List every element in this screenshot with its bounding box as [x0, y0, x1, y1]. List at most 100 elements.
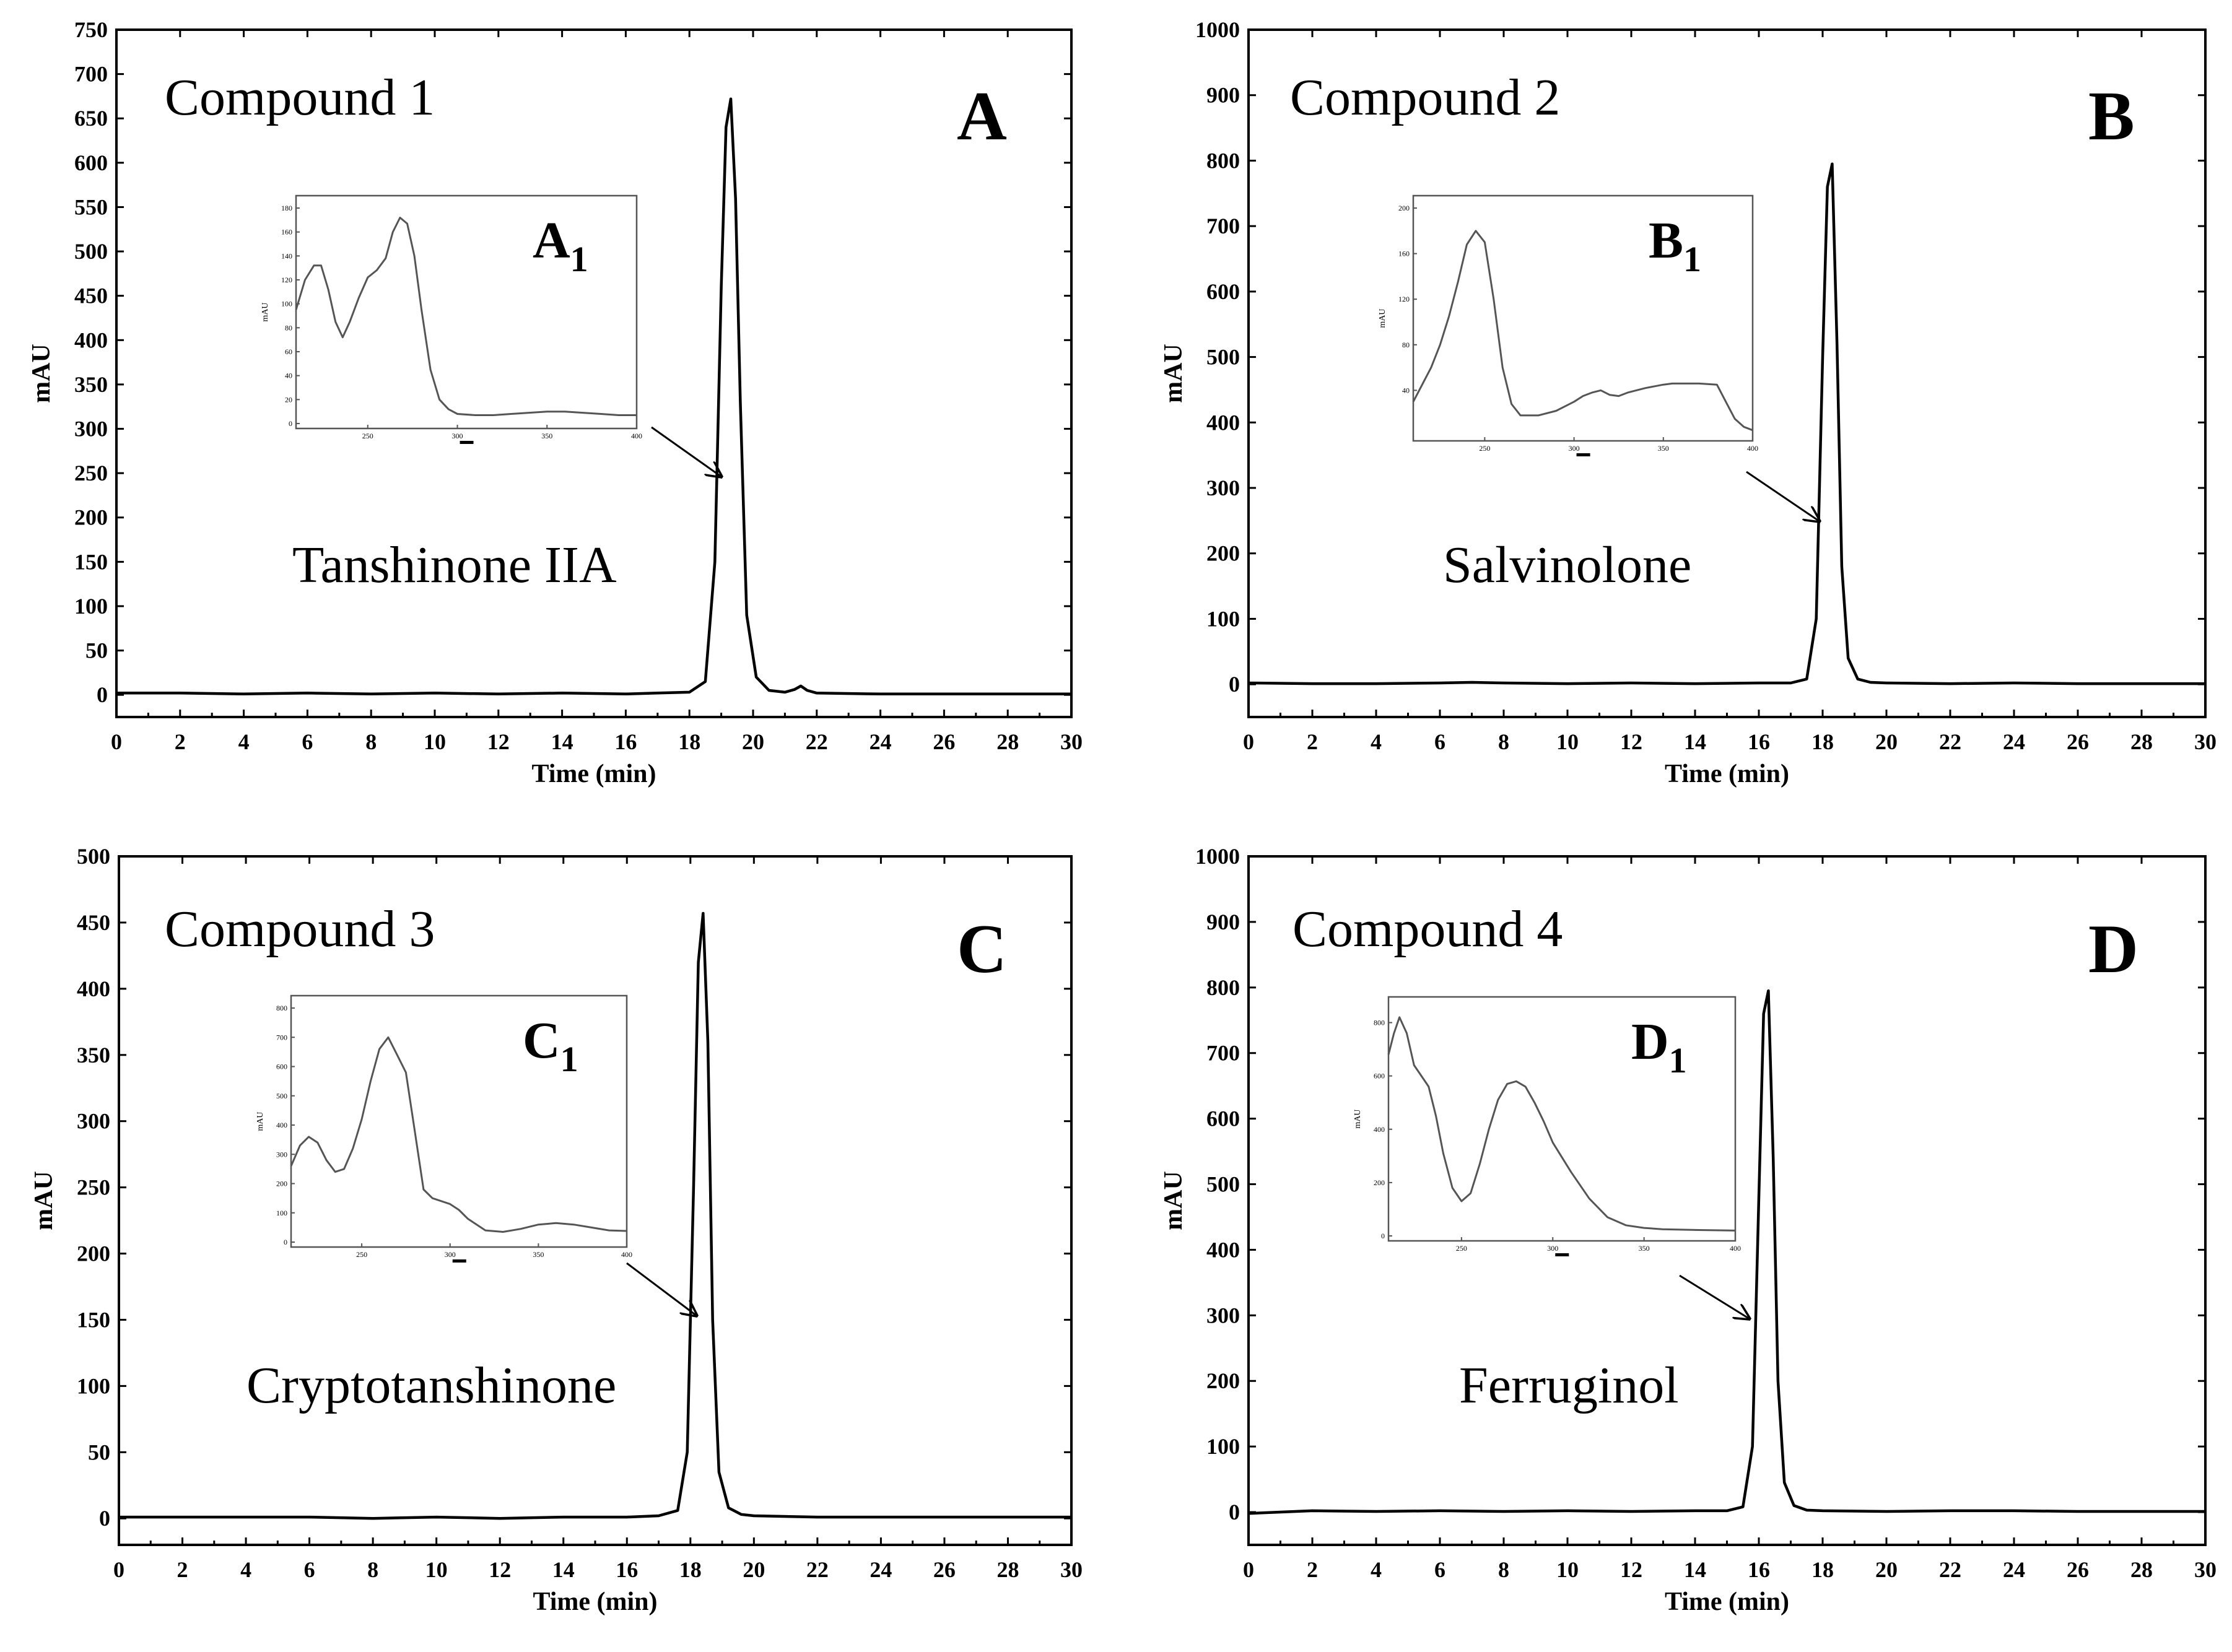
x-tick-label: 12	[1620, 1557, 1642, 1582]
peak-arrow	[1746, 471, 1820, 521]
x-tick-label: 26	[2067, 729, 2089, 754]
inset-x-tick-label: 400	[631, 432, 642, 440]
panel-letter: B	[2088, 78, 2135, 155]
peak-arrow	[651, 426, 721, 477]
inset-x-tick-label: 300	[1569, 444, 1580, 453]
compound-label: Compound 4	[1293, 900, 1563, 958]
y-tick-label: 700	[1206, 1041, 1240, 1066]
y-tick-label: 700	[1206, 214, 1240, 238]
inset-x-tick-label: 300	[445, 1250, 456, 1259]
y-tick-label: 1000	[1195, 17, 1240, 42]
y-tick-label: 200	[1206, 1368, 1240, 1393]
y-tick-label: 450	[74, 284, 108, 308]
y-tick-label: 100	[1206, 606, 1240, 631]
y-axis-title: mAU	[30, 1171, 58, 1230]
chromatogram-trace	[1248, 989, 2205, 1515]
x-tick-label: 2	[175, 729, 186, 754]
inset-y-tick-label: 140	[281, 251, 292, 260]
inset-y-tick-label: 100	[276, 1209, 287, 1217]
y-tick-label: 50	[88, 1440, 110, 1464]
peak-label: Cryptotanshinone	[246, 1357, 616, 1414]
inset-y-tick-label: 0	[284, 1238, 287, 1246]
inset-y-tick-label: 0	[289, 419, 292, 428]
inset-frame	[1412, 194, 1754, 442]
inset-x-tick-label: 350	[1658, 444, 1669, 453]
inset-uv-spectrum: 250 300 350 400 0 100 200 300 400 500 600 700 800 mAU…	[256, 994, 632, 1263]
x-tick-label: 0	[111, 729, 122, 754]
x-tick-label: 8	[367, 1557, 378, 1582]
y-tick-label: 250	[74, 461, 108, 485]
inset-uv-spectrum: 250 300 350 400 0 200 400 600 800 mAU D1	[1353, 996, 1741, 1256]
inset-x-tick-label: 400	[1747, 444, 1758, 453]
peak-label: Salvinolone	[1443, 536, 1691, 594]
x-tick-label: 10	[425, 1557, 448, 1582]
y-tick-label: 600	[1206, 279, 1240, 304]
x-tick-label: 14	[551, 729, 573, 754]
inset-y-tick-label: 120	[281, 276, 292, 284]
inset-label-subscript: 1	[1683, 239, 1701, 279]
y-tick-label: 100	[74, 594, 108, 619]
x-tick-label: 4	[1371, 1557, 1382, 1582]
inset-y-tick-label: 20	[285, 395, 292, 404]
y-tick-label: 900	[1206, 83, 1240, 108]
x-axis-title: Time (min)	[1665, 760, 1789, 788]
x-tick-label: 30	[2194, 729, 2217, 754]
y-tick-label: 350	[74, 372, 108, 397]
panel-d: 0 2 4 6 8 10 12 14 16 18 20 22 24 26 28 300100200300400…	[1159, 844, 2217, 1616]
x-tick-label: 28	[2130, 729, 2153, 754]
x-tick-label: 14	[1684, 729, 1706, 754]
inset-y-tick-label: 100	[281, 300, 292, 308]
y-tick-label: 400	[77, 976, 110, 1001]
y-tick-label: 50	[85, 638, 108, 663]
x-tick-label: 2	[177, 1557, 188, 1582]
y-tick-label: 750	[74, 17, 108, 42]
compound-label: Compound 2	[1290, 69, 1560, 126]
x-tick-label: 4	[1371, 729, 1382, 754]
inset-x-tick-label: 250	[1456, 1244, 1467, 1253]
x-tick-label: 6	[1434, 1557, 1445, 1582]
x-tick-label: 22	[806, 1557, 829, 1582]
inset-label-subscript: 1	[570, 239, 588, 279]
y-tick-label: 200	[77, 1241, 110, 1266]
inset-label: A1	[533, 212, 588, 279]
inset-axis-mark	[452, 1259, 466, 1263]
y-tick-label: 800	[1206, 975, 1240, 1000]
x-tick-label: 28	[996, 729, 1019, 754]
x-tick-label: 30	[2194, 1557, 2217, 1582]
x-tick-label: 18	[1811, 729, 1834, 754]
x-tick-label: 4	[240, 1557, 251, 1582]
x-tick-label: 26	[2067, 1557, 2089, 1582]
x-tick-label: 20	[1875, 729, 1898, 754]
inset-y-tick-label: 500	[276, 1092, 287, 1100]
x-tick-label: 4	[238, 729, 250, 754]
inset-x-tick-label: 250	[362, 432, 373, 440]
y-tick-label: 400	[74, 328, 108, 352]
peak-arrow	[626, 1262, 697, 1316]
x-tick-label: 18	[1811, 1557, 1834, 1582]
x-tick-label: 24	[2003, 1557, 2025, 1582]
x-tick-label: 6	[1434, 729, 1445, 754]
inset-label-subscript: 1	[1669, 1040, 1687, 1080]
x-axis-title: Time (min)	[533, 1588, 657, 1616]
y-tick-label: 0	[1229, 672, 1240, 697]
x-tick-label: 12	[1620, 729, 1642, 754]
y-tick-label: 100	[1206, 1434, 1240, 1459]
x-tick-label: 12	[487, 729, 510, 754]
y-tick-label: 0	[99, 1506, 110, 1531]
inset-y-tick-label: 400	[276, 1121, 287, 1129]
inset-y-tick-label: 0	[1381, 1232, 1385, 1240]
y-tick-label: 350	[77, 1043, 110, 1067]
inset-y-tick-label: 800	[1374, 1019, 1385, 1027]
inset-uv-spectrum: 250 300 350 400 0 20 40 60 80 100 120 140 160 180 mAU A…	[261, 194, 642, 444]
y-tick-label: 300	[74, 417, 108, 441]
inset-spectrum-trace	[1387, 1016, 1736, 1232]
y-tick-label: 0	[97, 682, 108, 707]
inset-x-tick-label: 350	[533, 1250, 544, 1259]
inset-y-tick-label: 120	[1398, 295, 1410, 303]
y-tick-label: 300	[77, 1109, 110, 1134]
y-axis-title: mAU	[27, 344, 56, 403]
y-tick-label: 500	[1206, 345, 1240, 370]
x-tick-label: 22	[1939, 729, 1961, 754]
x-tick-label: 22	[806, 729, 828, 754]
y-tick-label: 500	[1206, 1172, 1240, 1197]
